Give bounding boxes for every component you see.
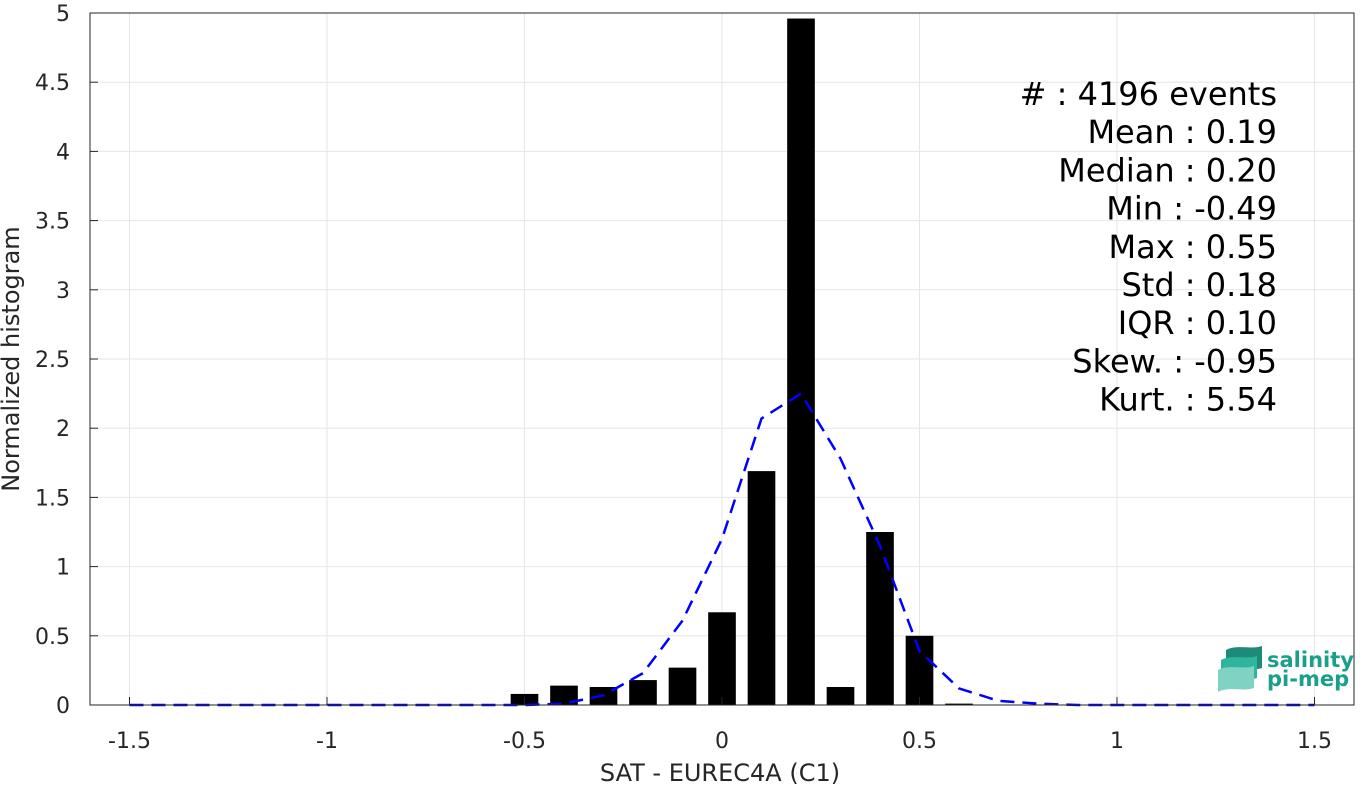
y-tick-label: 3.5 [35,210,70,235]
histogram-bar [629,680,657,705]
x-tick-label: -1.5 [108,729,151,754]
histogram-bar [945,703,973,705]
x-tick-label: 1 [1110,729,1124,754]
stats-line: Std : 0.18 [1121,266,1277,304]
stats-line: Mean : 0.19 [1087,113,1277,151]
y-axis-label: Normalized histogram [0,226,25,491]
stats-line: IQR : 0.10 [1118,304,1277,342]
y-tick-label: 0.5 [35,625,70,650]
y-axis-ticks: 0 0.5 1 1.5 2 2.5 3 3.5 4 4.5 5 [35,2,98,719]
histogram-bar [550,685,578,705]
y-tick-label: 3 [56,279,70,304]
logo-line-pi-mep: pi-mep [1267,667,1349,691]
stats-line: Skew. : -0.95 [1072,342,1277,380]
x-tick-label: 1.5 [1297,729,1332,754]
x-tick-label: 0 [715,729,729,754]
y-tick-label: 1.5 [35,486,70,511]
histogram-bar [708,612,736,705]
x-tick-label: -0.5 [503,729,546,754]
salinity-pi-mep-logo: salinity pi-mep [1218,646,1354,692]
histogram-bar [866,532,894,705]
stats-line: # : 4196 events [1020,75,1277,113]
y-tick-label: 4 [56,140,70,165]
logo-line-salinity: salinity [1267,648,1354,672]
histogram-bar [787,18,815,705]
x-tick-label: 0.5 [902,729,937,754]
y-tick-label: 1 [56,556,70,581]
x-axis-ticks: -1.5 -1 -0.5 0 0.5 1 1.5 [108,697,1332,754]
stats-line: Max : 0.55 [1108,228,1277,266]
bars [510,18,973,705]
y-tick-label: 4.5 [35,71,70,96]
x-axis-label: SAT - EUREC4A (C1) [600,759,840,785]
y-tick-label: 5 [56,2,70,27]
x-tick-label: -1 [316,729,338,754]
stats-line: Kurt. : 5.54 [1099,381,1277,419]
y-tick-label: 2 [56,417,70,442]
histogram-bar [668,667,697,705]
histogram-bar [905,635,934,705]
y-tick-label: 2.5 [35,348,70,373]
histogram-bar [826,687,855,705]
stats-line: Median : 0.20 [1058,151,1277,189]
y-tick-label: 0 [56,694,70,719]
logo-wave-icon [1218,646,1262,692]
stats-line: Min : -0.49 [1106,190,1277,228]
histogram-bar [747,471,776,705]
